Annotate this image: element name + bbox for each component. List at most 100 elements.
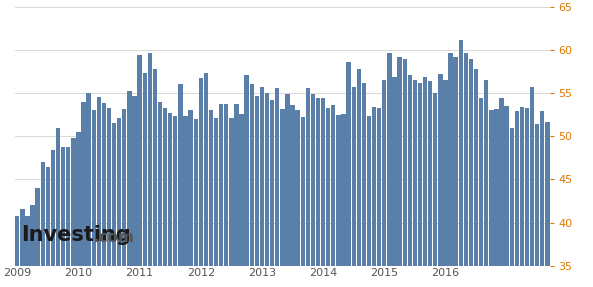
Bar: [509, 128, 514, 266]
Bar: [352, 87, 356, 266]
Bar: [458, 40, 463, 266]
Bar: [464, 53, 468, 266]
Bar: [229, 118, 234, 266]
Bar: [367, 116, 371, 266]
Bar: [525, 108, 529, 266]
Bar: [372, 107, 377, 266]
Bar: [505, 106, 509, 266]
Bar: [275, 88, 279, 266]
Bar: [362, 83, 366, 266]
Text: Investing: Investing: [21, 225, 131, 245]
Bar: [495, 108, 499, 266]
Bar: [173, 116, 177, 266]
Bar: [102, 103, 106, 266]
Bar: [403, 59, 407, 266]
Bar: [112, 123, 116, 266]
Bar: [214, 118, 218, 266]
Bar: [377, 108, 381, 266]
Bar: [336, 115, 340, 266]
Bar: [199, 77, 203, 266]
Bar: [489, 110, 493, 266]
Text: .com: .com: [94, 230, 135, 245]
Bar: [46, 167, 50, 266]
Bar: [66, 148, 71, 266]
Bar: [479, 98, 483, 266]
Bar: [97, 96, 101, 266]
Bar: [387, 53, 391, 266]
Bar: [193, 119, 198, 266]
Bar: [158, 102, 162, 266]
Bar: [142, 73, 147, 266]
Bar: [122, 108, 126, 266]
Bar: [342, 114, 346, 266]
Bar: [178, 84, 183, 266]
Bar: [428, 81, 432, 266]
Bar: [153, 69, 157, 266]
Bar: [260, 87, 264, 266]
Bar: [316, 98, 320, 266]
Bar: [265, 93, 269, 266]
Bar: [61, 148, 65, 266]
Bar: [535, 124, 540, 266]
Bar: [295, 110, 300, 266]
Bar: [30, 205, 35, 266]
Bar: [81, 102, 86, 266]
Bar: [331, 105, 336, 266]
Bar: [71, 138, 75, 266]
Bar: [240, 114, 244, 266]
Bar: [346, 62, 351, 266]
Bar: [280, 109, 285, 266]
Bar: [91, 110, 96, 266]
Bar: [433, 93, 438, 266]
Bar: [148, 53, 152, 266]
Bar: [444, 80, 448, 266]
Bar: [356, 69, 361, 266]
Bar: [407, 75, 412, 266]
Bar: [87, 93, 91, 266]
Bar: [285, 94, 289, 266]
Bar: [413, 80, 417, 266]
Bar: [397, 57, 402, 266]
Bar: [127, 91, 132, 266]
Bar: [36, 188, 40, 266]
Bar: [520, 107, 524, 266]
Bar: [56, 129, 60, 266]
Bar: [20, 209, 24, 266]
Bar: [270, 100, 275, 266]
Bar: [117, 118, 122, 266]
Bar: [382, 80, 387, 266]
Bar: [448, 53, 452, 266]
Bar: [209, 110, 213, 266]
Bar: [224, 104, 228, 266]
Bar: [393, 77, 397, 266]
Bar: [107, 108, 111, 266]
Bar: [454, 57, 458, 266]
Bar: [25, 216, 30, 266]
Bar: [254, 96, 259, 266]
Bar: [515, 111, 519, 266]
Bar: [250, 84, 254, 266]
Bar: [530, 87, 534, 266]
Bar: [321, 98, 326, 266]
Bar: [499, 98, 503, 266]
Bar: [545, 123, 550, 266]
Bar: [163, 108, 167, 266]
Bar: [244, 75, 249, 266]
Bar: [138, 55, 142, 266]
Bar: [132, 96, 136, 266]
Bar: [423, 77, 427, 266]
Bar: [540, 111, 544, 266]
Bar: [189, 110, 193, 266]
Bar: [40, 162, 45, 266]
Bar: [204, 73, 208, 266]
Bar: [15, 216, 20, 266]
Bar: [51, 150, 55, 266]
Bar: [183, 116, 187, 266]
Bar: [484, 80, 489, 266]
Bar: [219, 104, 224, 266]
Bar: [469, 59, 473, 266]
Bar: [76, 132, 81, 266]
Bar: [234, 104, 238, 266]
Bar: [291, 105, 295, 266]
Bar: [326, 108, 330, 266]
